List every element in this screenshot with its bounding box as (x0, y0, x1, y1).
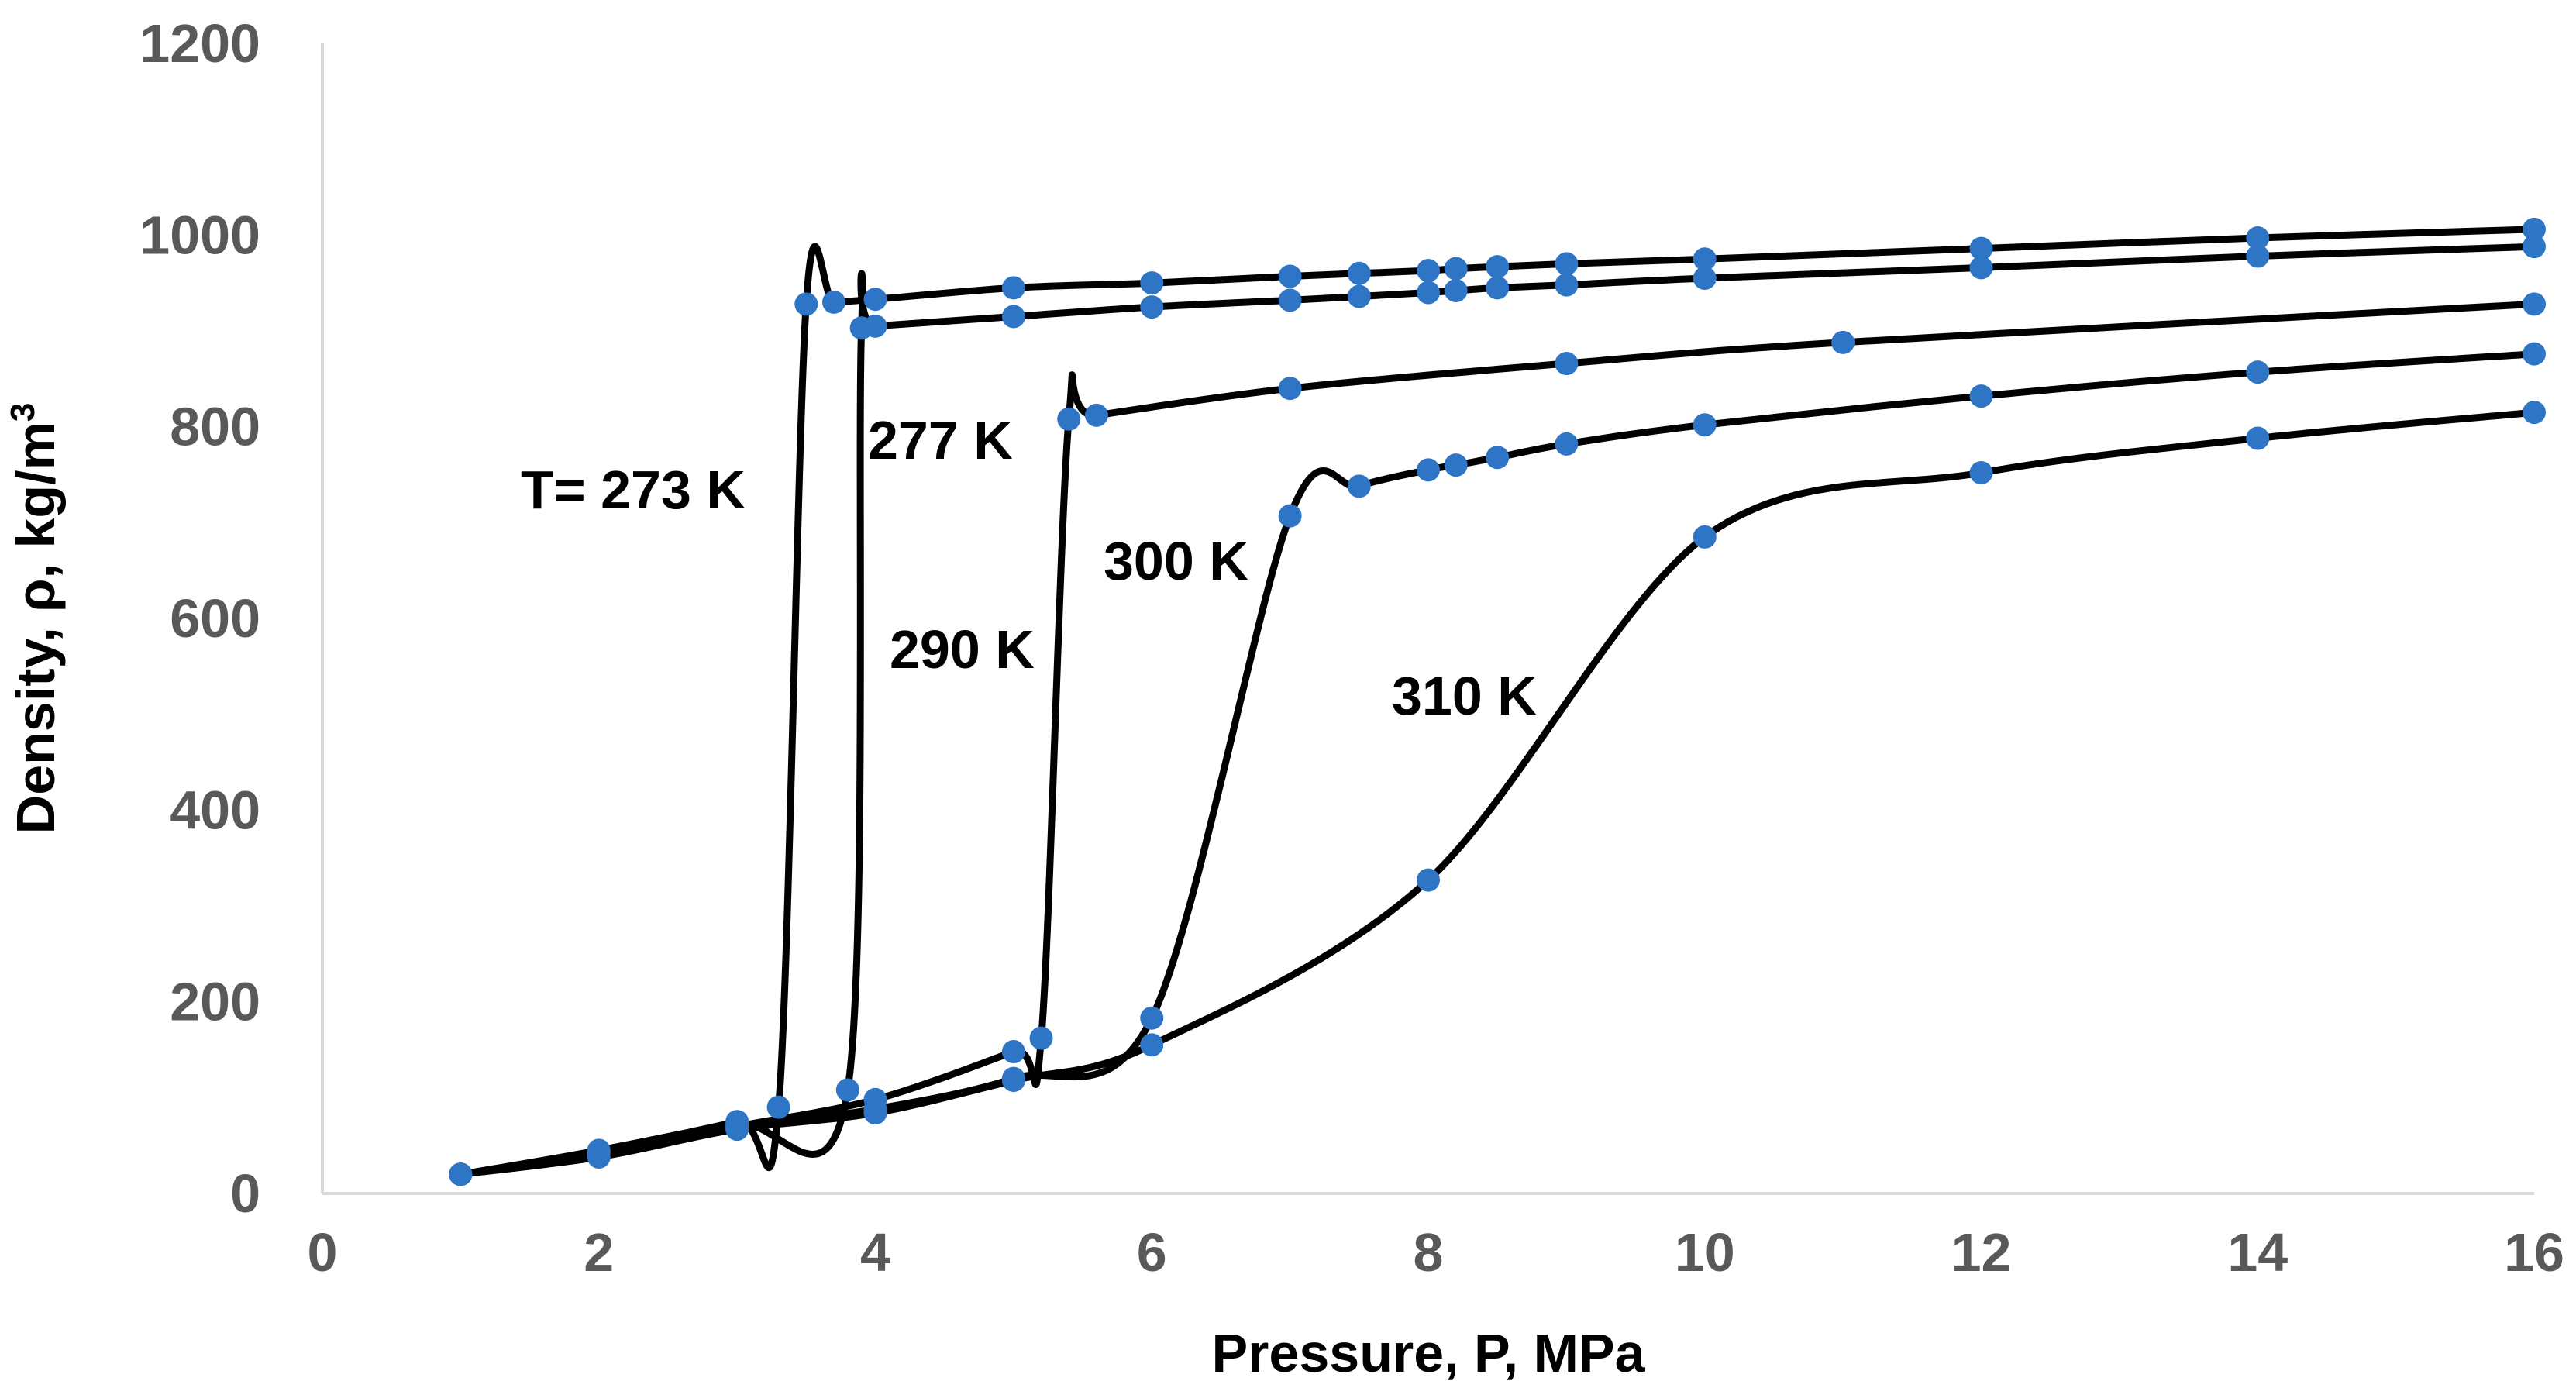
y-tick-label: 600 (170, 588, 260, 649)
data-point-290-k (1029, 1026, 1053, 1050)
series-line-300-k (456, 350, 2538, 1178)
x-tick-label: 4 (860, 1222, 890, 1283)
data-point-t-273-k (1444, 257, 1468, 281)
data-point-290-k (1278, 377, 1302, 401)
data-point-310-k (1693, 525, 1717, 549)
series-line-277-k (456, 243, 2538, 1178)
x-tick-label: 6 (1137, 1222, 1167, 1283)
series-markers (449, 217, 2546, 1186)
x-tick-label: 2 (584, 1222, 614, 1283)
data-point-300-k (1347, 474, 1371, 498)
data-point-277-k (1444, 279, 1468, 303)
data-point-310-k (1001, 1069, 1025, 1093)
x-tick-labels: 0 2 4 6 8 10 12 14 16 (308, 1222, 2564, 1283)
data-point-t-273-k (2246, 226, 2270, 250)
y-axis-title-text: Density, ρ, kg/m (5, 422, 66, 834)
y-tick-label: 800 (170, 397, 260, 457)
label-273k: T= 273 K (521, 460, 746, 520)
data-point-t-273-k (1140, 271, 1164, 295)
data-point-310-k (587, 1145, 611, 1169)
data-point-t-273-k (1486, 255, 1510, 279)
data-point-290-k (1084, 403, 1108, 427)
y-tick-label: 200 (170, 972, 260, 1032)
x-axis-title: Pressure, P, MPa (1211, 1323, 1645, 1381)
data-point-310-k (725, 1118, 749, 1142)
x-tick-label: 8 (1414, 1222, 1444, 1283)
data-point-290-k (1831, 330, 1855, 354)
data-point-277-k (1555, 273, 1579, 297)
data-point-t-273-k (1555, 252, 1579, 276)
x-tick-label: 0 (308, 1222, 338, 1283)
data-point-277-k (1969, 256, 1993, 280)
data-point-277-k (1693, 266, 1717, 290)
data-point-277-k (1347, 284, 1371, 308)
data-point-t-273-k (1969, 236, 1993, 260)
data-point-277-k (1417, 281, 1440, 305)
series-line-290-k (456, 300, 2538, 1178)
data-point-277-k (1001, 305, 1025, 329)
label-310k: 310 K (1392, 666, 1537, 726)
data-point-310-k (1417, 868, 1440, 892)
data-point-310-k (2523, 401, 2546, 425)
data-point-t-273-k (1278, 264, 1302, 288)
label-277k: 277 K (868, 410, 1013, 470)
y-tick-label: 400 (170, 780, 260, 840)
data-point-t-273-k (1693, 247, 1717, 271)
data-point-t-273-k (821, 290, 845, 314)
data-point-t-273-k (1347, 261, 1371, 285)
data-point-t-273-k (1417, 259, 1440, 283)
data-point-277-k (1278, 288, 1302, 312)
y-tick-label: 1200 (139, 13, 260, 74)
y-tick-label: 1000 (139, 205, 260, 265)
data-point-310-k (863, 1101, 887, 1125)
data-point-290-k (1057, 407, 1081, 431)
x-tick-label: 14 (2227, 1222, 2288, 1283)
data-point-t-273-k (2523, 217, 2546, 241)
axes (321, 43, 2534, 1195)
x-tick-label: 12 (1951, 1222, 2012, 1283)
data-point-t-273-k (766, 1095, 790, 1119)
data-point-290-k (1555, 352, 1579, 376)
data-point-300-k (1444, 453, 1468, 477)
x-tick-label: 10 (1675, 1222, 1735, 1283)
data-point-277-k (2523, 235, 2546, 259)
data-point-t-273-k (794, 292, 818, 316)
data-point-310-k (1969, 461, 1993, 485)
data-point-300-k (1486, 446, 1510, 470)
data-point-300-k (1417, 458, 1440, 482)
data-point-300-k (1555, 432, 1579, 456)
data-point-310-k (449, 1162, 473, 1186)
data-point-300-k (2523, 342, 2546, 366)
data-point-300-k (1693, 413, 1717, 437)
data-point-t-273-k (863, 288, 887, 312)
data-point-290-k (1001, 1039, 1025, 1063)
data-point-277-k (863, 314, 887, 338)
y-tick-labels: 0 200 400 600 800 1000 1200 (139, 13, 260, 1224)
data-point-t-273-k (1001, 276, 1025, 300)
data-point-300-k (1278, 504, 1302, 528)
data-point-277-k (835, 1078, 859, 1102)
data-point-290-k (2523, 292, 2546, 316)
data-point-277-k (1486, 276, 1510, 300)
y-axis-title: Density, ρ, kg/m3 (4, 403, 66, 835)
data-point-310-k (2246, 426, 2270, 450)
data-point-300-k (1969, 384, 1993, 408)
data-point-310-k (1140, 1033, 1164, 1057)
x-tick-label: 16 (2504, 1222, 2564, 1283)
y-axis-title-superscript: 3 (4, 403, 42, 422)
data-point-300-k (1140, 1006, 1164, 1030)
label-290k: 290 K (890, 619, 1035, 680)
series-line-310-k (456, 408, 2538, 1178)
y-tick-label: 0 (230, 1163, 260, 1224)
data-point-277-k (2246, 244, 2270, 268)
data-point-277-k (1140, 295, 1164, 319)
label-300k: 300 K (1104, 531, 1248, 591)
data-point-300-k (2246, 360, 2270, 384)
